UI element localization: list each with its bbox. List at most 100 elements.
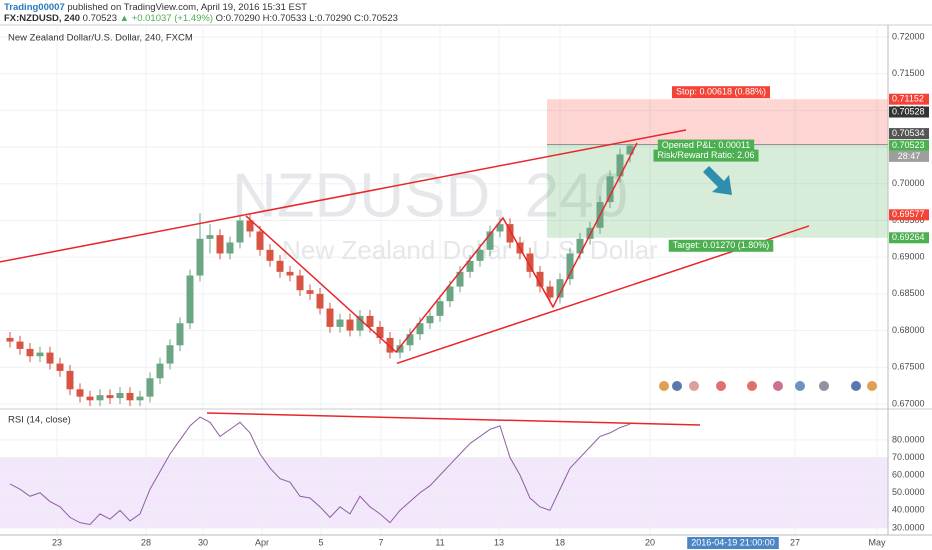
candle-body: [146, 378, 154, 397]
position-label-box: [653, 149, 759, 162]
candle-body: [6, 337, 14, 342]
watermark: NZDUSD, 240: [232, 161, 628, 230]
candle-body: [36, 352, 44, 357]
event-flag[interactable]: [819, 381, 829, 391]
candle-body: [476, 249, 484, 261]
event-flags: [659, 381, 877, 391]
candle-body: [206, 235, 214, 239]
event-flag[interactable]: [851, 381, 861, 391]
y-tick-label: 30.0000: [892, 522, 925, 532]
candle-body: [286, 271, 294, 276]
candle-body: [126, 392, 134, 401]
candle-body: [556, 279, 564, 298]
price-badge: [889, 93, 929, 105]
candle-body: [366, 315, 374, 327]
candle-body: [186, 275, 194, 324]
candle-body: [346, 319, 354, 331]
candle-body: [56, 363, 64, 371]
price-badge: [889, 139, 929, 151]
candle-body: [296, 275, 304, 291]
event-flag[interactable]: [716, 381, 726, 391]
position-label-box: [668, 239, 774, 252]
y-tick-label: 70.0000: [892, 452, 925, 462]
candle-body: [196, 238, 204, 276]
candle-body: [156, 363, 164, 379]
published: published on TradingView.com, April 19, …: [67, 2, 307, 13]
x-tick-label: 20: [645, 537, 655, 547]
event-flag[interactable]: [773, 381, 783, 391]
change: ▲ +0.01037 (+1.49%): [120, 13, 213, 24]
trend-line: [0, 129, 687, 263]
candle-body: [436, 301, 444, 316]
candle-body: [626, 145, 634, 155]
y-tick-label: 0.67500: [892, 362, 925, 372]
price-badge: [889, 128, 929, 140]
y-tick-label: 0.69000: [892, 252, 925, 262]
candle-body: [356, 315, 364, 331]
y-tick-label: 0.68000: [892, 325, 925, 335]
event-flag[interactable]: [867, 381, 877, 391]
rsi-line: [9, 416, 631, 525]
price-badge: [889, 106, 929, 118]
symbol: FX:NZDUSD, 240: [4, 13, 80, 24]
candle-body: [456, 271, 464, 287]
author[interactable]: Trading00007: [4, 2, 65, 13]
position-label: Target: 0.01270 (1.80%): [673, 240, 770, 250]
candle-body: [216, 235, 224, 254]
rsi-title: RSI (14, close): [8, 415, 71, 426]
candle-body: [306, 290, 314, 294]
candle-body: [136, 396, 144, 401]
candle-body: [46, 352, 54, 364]
x-tick-label: 23: [52, 537, 62, 547]
candle-body: [426, 315, 434, 324]
x-tick-label: 11: [435, 537, 444, 547]
x-tick-label: 5: [318, 537, 323, 547]
x-tick-label: 18: [555, 537, 565, 547]
x-tick-label: 30: [198, 537, 208, 547]
event-flag[interactable]: [659, 381, 669, 391]
position-label: Opened P&L: 0.00011: [662, 140, 750, 150]
y-tick-label: 0.68500: [892, 288, 925, 298]
candle-body: [416, 323, 424, 335]
event-flag[interactable]: [795, 381, 805, 391]
y-tick-label: 0.71500: [892, 68, 925, 78]
trend-line: [245, 142, 638, 354]
candle-body: [266, 249, 274, 261]
candle-body: [96, 395, 104, 401]
candle-body: [506, 224, 514, 243]
trend-line: [206, 412, 701, 426]
event-flag[interactable]: [747, 381, 757, 391]
y-tick-label: 0.67000: [892, 398, 925, 408]
price-badge-label: 0.69264: [892, 232, 925, 242]
price-badge-label: 0.70534: [892, 128, 925, 138]
candle-body: [566, 253, 574, 280]
price-badge-label: 0.69577: [892, 209, 925, 219]
candle-body: [606, 176, 614, 203]
position-label-box: [671, 86, 771, 99]
candle-body: [386, 337, 394, 353]
candle-body: [486, 231, 494, 250]
ohlc-values: O:0.70290 H:0.70533 L:0.70290 C:0.70523: [216, 13, 398, 24]
candle-body: [396, 345, 404, 353]
candle-body: [226, 242, 234, 254]
x-tick-label: 13: [494, 537, 504, 547]
candle-body: [526, 253, 534, 272]
candle-body: [336, 319, 344, 327]
y-tick-label: 0.72000: [892, 31, 925, 41]
price-badge-label: 0.70528: [892, 106, 925, 116]
candle-body: [26, 348, 34, 357]
countdown-badge: [889, 150, 929, 162]
candle-body: [376, 326, 384, 338]
candle-body: [66, 370, 74, 390]
crosshair-badge: [687, 537, 779, 549]
chart-title: New Zealand Dollar/U.S. Dollar, 240, FXC…: [8, 33, 193, 44]
y-tick-label: 50.0000: [892, 487, 925, 497]
candle-body: [496, 224, 504, 232]
event-flag[interactable]: [672, 381, 682, 391]
candle-body: [316, 293, 324, 309]
y-tick-label: 80.0000: [892, 434, 925, 444]
y-tick-label: 0.70000: [892, 178, 925, 188]
y-tick-label: 60.0000: [892, 470, 925, 480]
event-flag[interactable]: [689, 381, 699, 391]
y-tick-label: 40.0000: [892, 505, 925, 515]
